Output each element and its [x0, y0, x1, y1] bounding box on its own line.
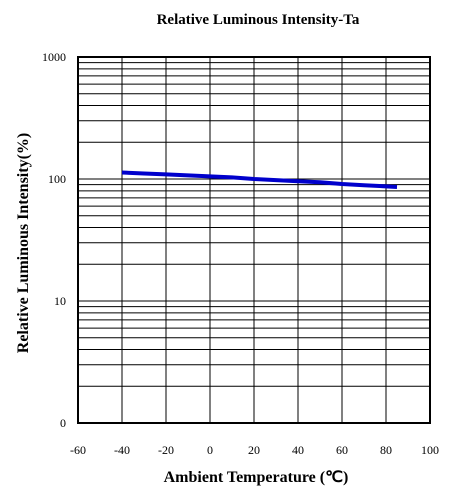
y-tick-label: 10: [54, 294, 66, 308]
grid-lines: [77, 56, 431, 424]
chart-title: Relative Luminous Intensity-Ta: [157, 12, 360, 28]
x-tick-label: 20: [248, 443, 260, 457]
x-tick-label: 0: [207, 443, 213, 457]
y-tick-label: 1000: [42, 50, 66, 64]
plot-frame: [77, 56, 431, 424]
series-line: [121, 170, 398, 189]
y-tick-label: 0: [60, 416, 66, 430]
y-axis-label: Relative Luminous Intensity(%): [15, 133, 32, 353]
x-tick-label: -40: [114, 443, 130, 457]
x-tick-label: -20: [158, 443, 174, 457]
x-tick-label: 80: [380, 443, 392, 457]
x-tick-label: -60: [70, 443, 86, 457]
x-tick-label: 40: [292, 443, 304, 457]
x-tick-label: 100: [421, 443, 439, 457]
x-tick-labels: -60 -40 -20 0 20 40 60 80 100: [70, 443, 439, 457]
y-tick-label: 100: [48, 172, 66, 186]
x-axis-label: Ambient Temperature (℃): [164, 469, 349, 486]
x-tick-label: 60: [336, 443, 348, 457]
data-series: [121, 170, 398, 189]
